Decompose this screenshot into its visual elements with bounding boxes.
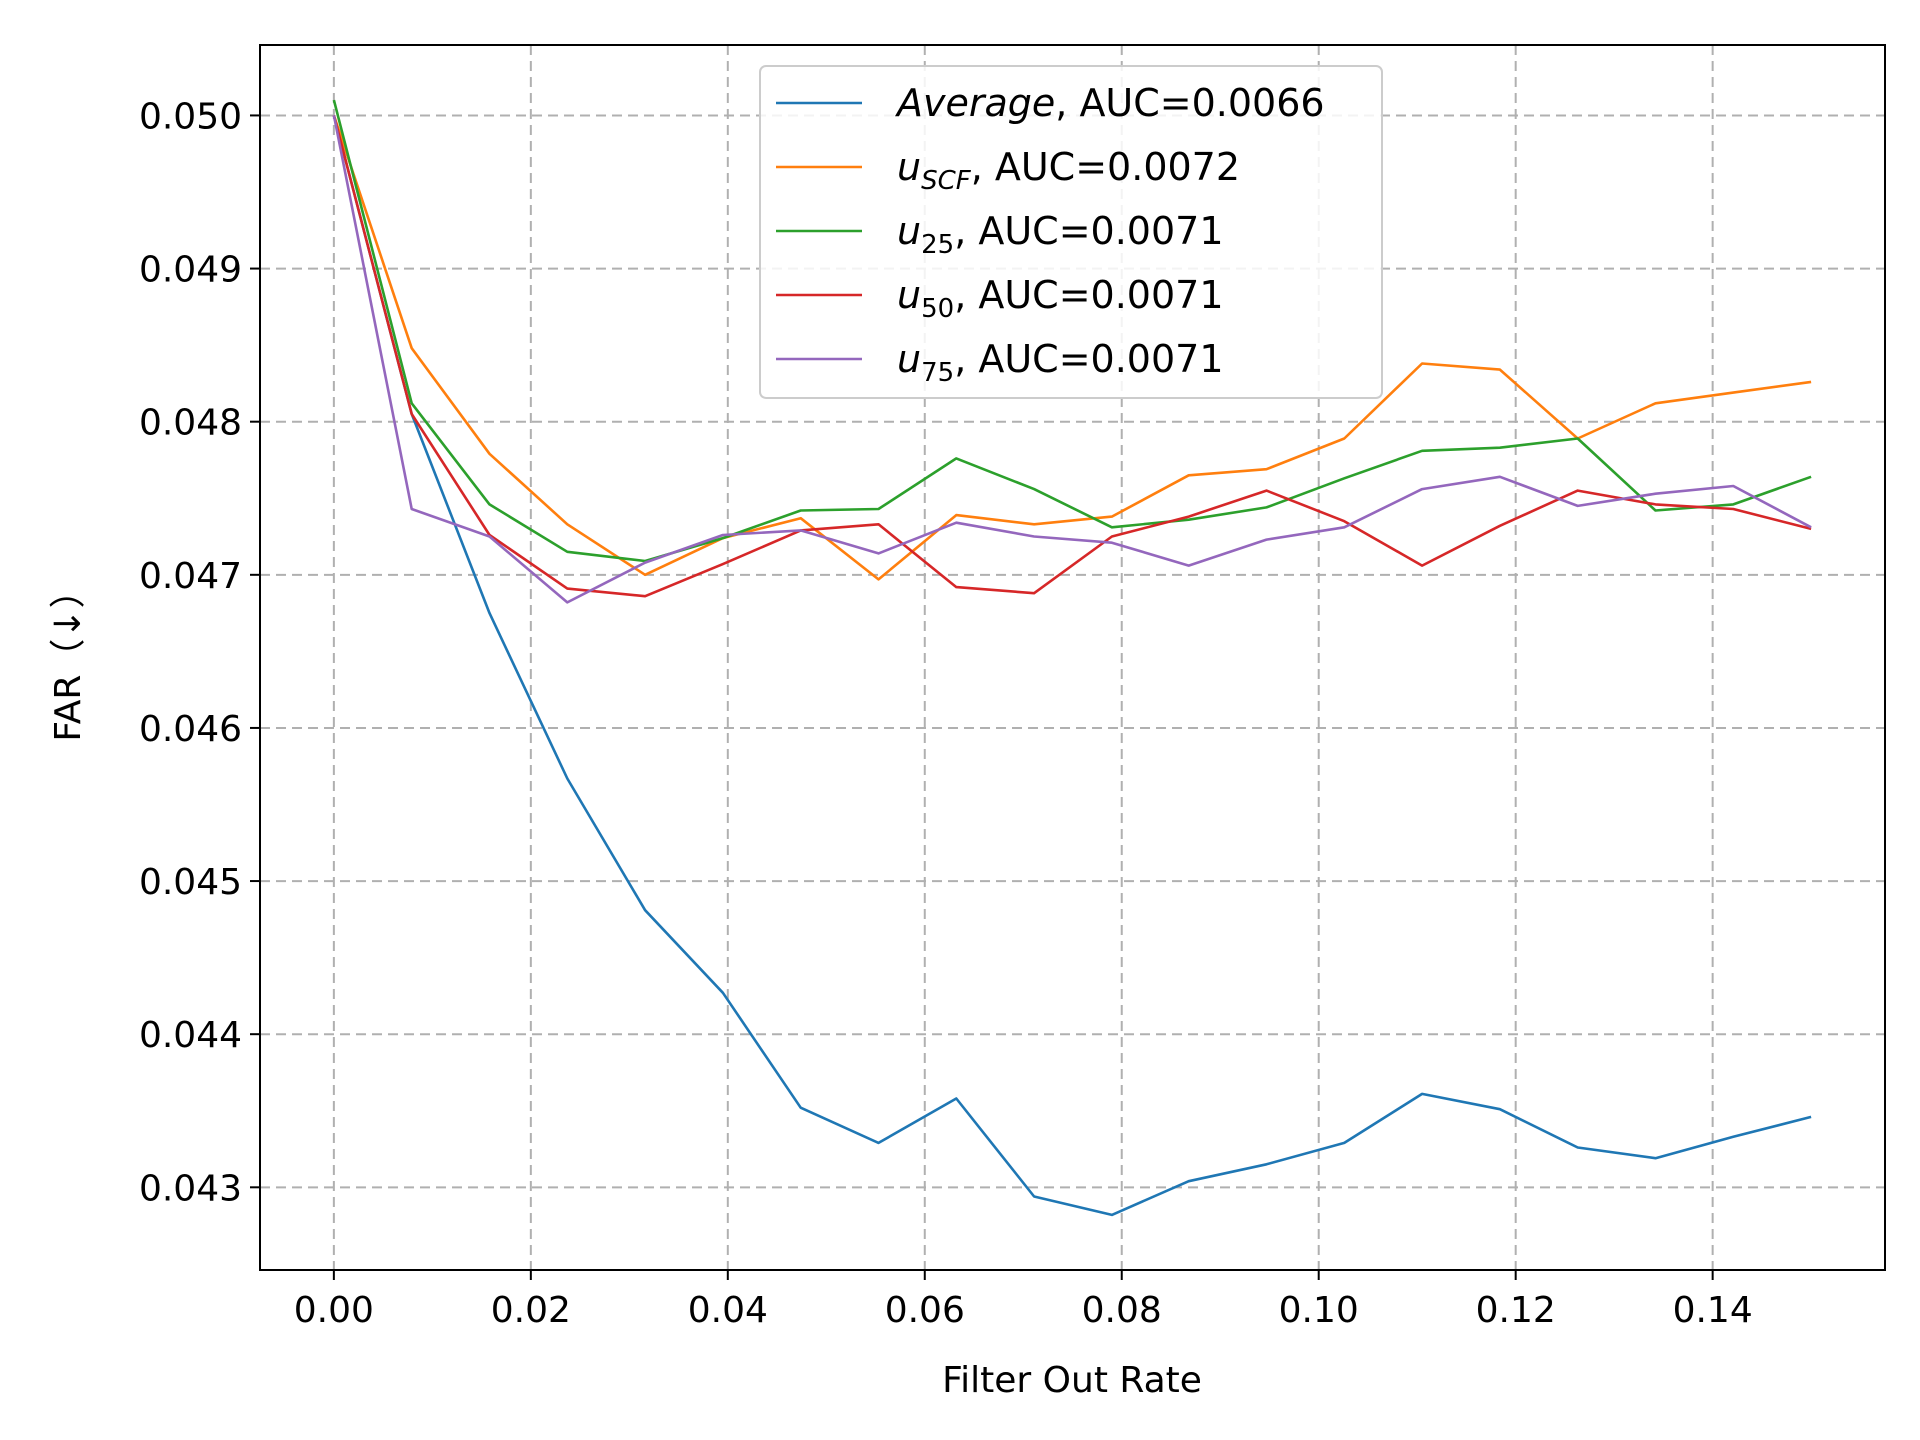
y-tick-label: 0.046: [139, 709, 242, 750]
x-tick-label: 0.00: [294, 1290, 374, 1331]
legend: Average, AUC=0.0066 uSCF, AUC=0.0072 u25, …: [759, 65, 1383, 399]
series-line: [332, 114, 1812, 581]
legend-label: u75, AUC=0.0071: [897, 337, 1224, 388]
y-tick-label: 0.048: [139, 403, 242, 444]
y-tick-label: 0.047: [139, 556, 242, 597]
y-axis-title: FAR（↓）: [48, 572, 89, 741]
axis-ticks: 0.00 0.02 0.04 0.06 0.08 0.10 0.12 0.14 0.043 0.0…: [139, 96, 1753, 1331]
legend-label: Average, AUC=0.0066: [894, 81, 1325, 125]
x-tick-label: 0.12: [1476, 1290, 1556, 1331]
grid-lines: [260, 45, 1885, 1270]
y-tick-label: 0.049: [139, 250, 242, 291]
series-line: [332, 115, 1812, 1217]
legend-label: uSCF, AUC=0.0072: [897, 145, 1240, 196]
y-tick-label: 0.045: [139, 862, 242, 903]
y-tick-label: 0.044: [139, 1015, 242, 1056]
x-tick-label: 0.04: [688, 1290, 768, 1331]
series-line: [332, 115, 1812, 604]
plot-frame: [259, 44, 1886, 1271]
series-line: [332, 115, 1812, 598]
legend-label: u50, AUC=0.0071: [897, 273, 1224, 324]
series-line: [332, 99, 1812, 563]
x-axis-title: Filter Out Rate: [942, 1360, 1202, 1401]
y-tick-label: 0.050: [139, 96, 242, 137]
y-tick-label: 0.043: [139, 1168, 242, 1209]
x-tick-label: 0.10: [1279, 1290, 1359, 1331]
legend-box: [759, 65, 1383, 399]
series-lines: [332, 99, 1812, 1217]
x-tick-label: 0.08: [1082, 1290, 1162, 1331]
x-tick-label: 0.02: [491, 1290, 571, 1331]
legend-label: u25, AUC=0.0071: [897, 209, 1224, 260]
x-tick-label: 0.14: [1673, 1290, 1753, 1331]
x-tick-label: 0.06: [885, 1290, 965, 1331]
